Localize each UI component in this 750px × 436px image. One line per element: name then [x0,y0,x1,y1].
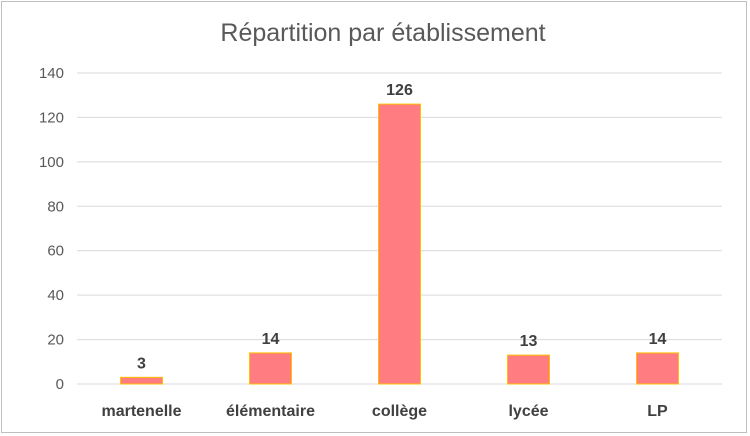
x-tick-label: martenelle [101,403,181,420]
data-label: 14 [649,331,667,348]
chart-title: Répartition par établissement [220,19,545,47]
y-tick-label: 0 [56,376,64,393]
y-tick-label: 80 [47,198,64,215]
y-tick-label: 40 [47,287,64,304]
x-tick-label: LP [647,403,668,420]
bar-0 [120,376,163,385]
y-tick-label: 60 [47,243,64,260]
y-tick-label: 140 [39,65,64,82]
y-tick-label: 100 [39,154,64,171]
y-tick-label: 20 [47,332,64,349]
data-label: 126 [386,82,413,99]
data-label: 14 [262,331,280,348]
bars [120,103,679,385]
x-tick-label: collège [372,403,427,420]
data-label: 3 [137,355,146,372]
x-tick-label: lycée [508,403,548,420]
x-tick-label: élémentaire [226,403,315,420]
y-axis-ticks: 0 20 40 60 80 100 120 140 [39,65,64,393]
data-labels: 3 14 126 13 14 [137,82,666,372]
bar-2 [378,103,421,385]
y-tick-label: 120 [39,109,64,126]
bar-3 [507,354,550,385]
x-axis-ticks: martenelle élémentaire collège lycée LP [101,403,668,420]
bar-1 [249,352,292,385]
data-label: 13 [520,333,538,350]
bar-4 [636,352,679,385]
